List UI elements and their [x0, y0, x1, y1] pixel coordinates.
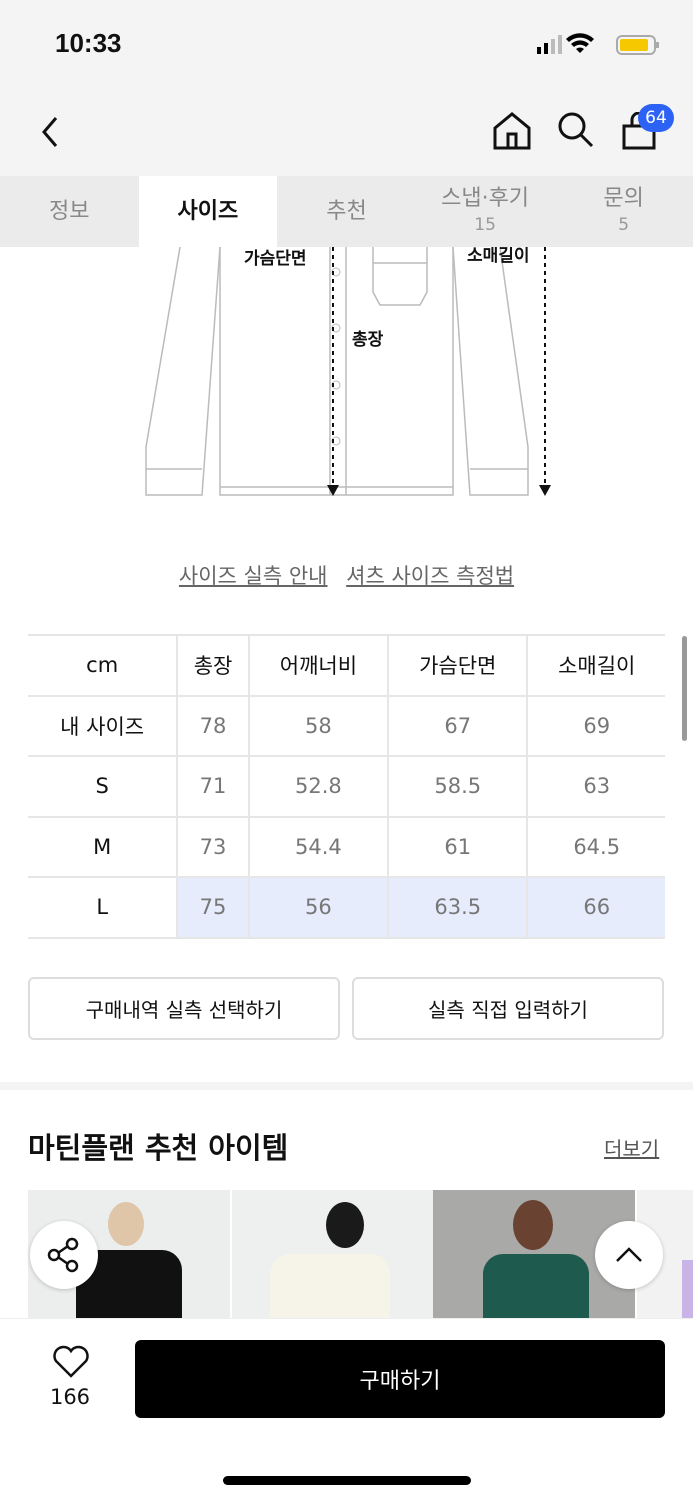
purchase-history-button[interactable]: 구매내역 실측 선택하기 [28, 977, 340, 1040]
tab-label: 문의 [603, 185, 644, 211]
table-cell: 75 [176, 876, 250, 939]
diagram-label-chest: 가슴단면 [244, 249, 307, 269]
table-cell: 64.5 [526, 815, 665, 878]
tab-snap-review[interactable]: 스냅·후기 15 [416, 176, 555, 247]
tab-label: 추천 [326, 198, 367, 224]
table-cell: 52.8 [247, 755, 390, 818]
share-button[interactable] [30, 1221, 98, 1289]
table-cell: 58 [247, 694, 390, 757]
tab-label: 정보 [49, 198, 90, 224]
size-guide-link[interactable]: 사이즈 실측 안내 [178, 564, 328, 588]
home-indicator [223, 1476, 471, 1485]
table-row: M 73 54.4 61 64.5 [28, 815, 665, 878]
direct-input-button[interactable]: 실측 직접 입력하기 [352, 977, 664, 1040]
heart-icon[interactable] [52, 1345, 90, 1379]
shirt-measure-link[interactable]: 셔츠 사이즈 측정법 [346, 564, 515, 588]
product-thumb[interactable] [232, 1190, 434, 1318]
table-cell: 69 [526, 694, 665, 757]
table-header: 소매길이 [526, 634, 665, 697]
table-cell: 63 [526, 755, 665, 818]
recommend-title: 마틴플랜 추천 아이템 [28, 1131, 289, 1165]
table-cell: S [28, 755, 179, 818]
size-table: cm 총장 어깨너비 가슴단면 소매길이 내 사이즈 78 58 67 69 S 71 52.8 58… [28, 634, 665, 939]
search-icon[interactable] [556, 110, 596, 150]
tab-count: 15 [474, 214, 496, 235]
table-cell: M [28, 815, 179, 878]
table-cell: 58.5 [387, 755, 529, 818]
tab-label: 사이즈 [177, 198, 239, 224]
table-cell: 67 [387, 694, 529, 757]
status-icons [537, 33, 659, 55]
table-cell: 71 [176, 755, 250, 818]
tab-count: 5 [618, 214, 630, 235]
chevron-up-icon [616, 1247, 642, 1262]
status-time: 10:33 [55, 28, 122, 58]
more-link[interactable]: 더보기 [604, 1137, 660, 1161]
back-icon[interactable] [38, 114, 62, 150]
tab-recommend[interactable]: 추천 [277, 176, 416, 247]
diagram-label-length: 총장 [352, 330, 384, 350]
table-row-highlighted: L 75 56 63.5 66 [28, 876, 665, 939]
tab-info[interactable]: 정보 [0, 176, 139, 247]
like-count: 166 [49, 1385, 91, 1409]
table-header: 가슴단면 [387, 634, 529, 697]
cart-badge: 64 [638, 104, 674, 132]
table-header: cm [28, 634, 179, 697]
table-cell: 54.4 [247, 815, 390, 878]
shirt-diagram [145, 247, 551, 496]
share-icon [47, 1237, 79, 1273]
tab-bar: 정보 사이즈 추천 스냅·후기 15 문의 5 [0, 176, 693, 247]
tab-label: 스냅·후기 [441, 185, 530, 211]
table-cell: 66 [526, 876, 665, 939]
table-cell: 63.5 [387, 876, 529, 939]
table-cell: 73 [176, 815, 250, 878]
table-cell: 내 사이즈 [28, 694, 179, 757]
table-row: 내 사이즈 78 58 67 69 [28, 694, 665, 757]
home-icon[interactable] [492, 110, 532, 150]
table-cell: 56 [247, 876, 390, 939]
tab-qna[interactable]: 문의 5 [554, 176, 693, 247]
buy-button[interactable]: 구매하기 [135, 1340, 665, 1418]
table-header: 총장 [176, 634, 250, 697]
table-cell: 78 [176, 694, 250, 757]
status-bar: 10:33 [0, 0, 693, 90]
table-header-row: cm 총장 어깨너비 가슴단면 소매길이 [28, 634, 665, 697]
table-cell: L [28, 876, 179, 939]
nav-bar [0, 90, 693, 176]
scroll-top-button[interactable] [595, 1221, 663, 1289]
table-header: 어깨너비 [247, 634, 390, 697]
table-row: S 71 52.8 58.5 63 [28, 755, 665, 818]
diagram-label-sleeve: 소매길이 [467, 246, 530, 266]
size-guide-links: 사이즈 실측 안내 셔츠 사이즈 측정법 [0, 560, 693, 590]
scrollbar[interactable] [682, 636, 687, 741]
table-cell: 61 [387, 815, 529, 878]
tab-size[interactable]: 사이즈 [138, 176, 278, 247]
section-divider [0, 1082, 693, 1090]
